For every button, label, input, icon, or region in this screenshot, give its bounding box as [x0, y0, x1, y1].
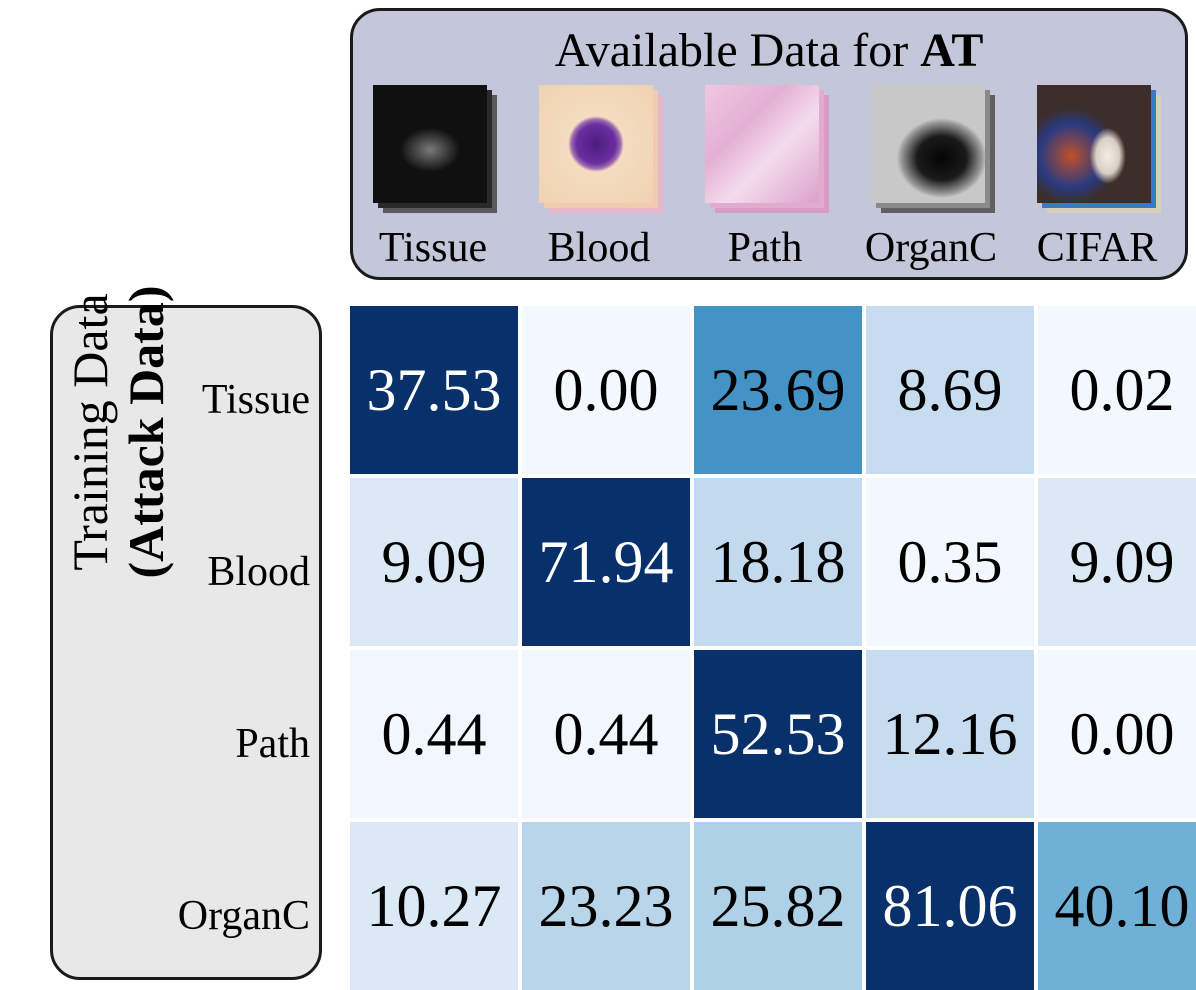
heatmap-cell: 71.94 — [522, 478, 690, 646]
row-tick-label: OrganC — [177, 893, 310, 939]
dataset-label: OrganC — [864, 225, 998, 271]
dataset-organc: OrganC — [851, 83, 1011, 283]
heatmap-cell: 9.09 — [1038, 478, 1196, 646]
cifar-dog-thumbnail — [1037, 85, 1161, 215]
heatmap-cell: 37.53 — [350, 306, 518, 474]
heatmap-cell: 40.10 — [1038, 822, 1196, 990]
pathology-tissue-thumbnail — [705, 85, 829, 215]
y-axis-title-line2: (Attack Data) — [118, 285, 174, 579]
blood-cell-thumbnail — [539, 85, 663, 215]
dataset-blood: Blood — [519, 83, 679, 283]
heatmap-cell: 0.02 — [1038, 306, 1196, 474]
heatmap-cell: 25.82 — [694, 822, 862, 990]
y-axis-title-box — [50, 305, 322, 980]
dataset-path: Path — [685, 83, 845, 283]
row-tick-label: Tissue — [201, 377, 310, 423]
panel-title: Available Data for AT — [353, 23, 1185, 79]
row-tick-label: Blood — [207, 549, 310, 595]
dataset-cifar: CIFAR — [1017, 83, 1177, 283]
heatmap-cell: 52.53 — [694, 650, 862, 818]
row-tick-label: Path — [235, 721, 310, 767]
heatmap-cell: 18.18 — [694, 478, 862, 646]
heatmap-cell: 9.09 — [350, 478, 518, 646]
heatmap-grid: 37.53 0.00 23.69 8.69 0.02 9.09 71.94 18.18 0.35… — [350, 306, 1196, 990]
heatmap-cell: 0.44 — [522, 650, 690, 818]
tissue-microscopy-thumbnail — [373, 85, 497, 215]
available-data-panel: Available Data for AT Tissue Blood Path — [350, 8, 1188, 280]
panel-title-prefix: Available Data for — [554, 24, 921, 77]
heatmap-cell: 0.00 — [522, 306, 690, 474]
dataset-label: CIFAR — [1036, 225, 1158, 271]
organ-ct-thumbnail — [871, 85, 995, 215]
heatmap-cell: 0.35 — [866, 478, 1034, 646]
y-axis-title: Training Data (Attack Data) — [62, 222, 186, 642]
dataset-label: Blood — [547, 225, 651, 271]
heatmap-cell: 23.69 — [694, 306, 862, 474]
dataset-tissue: Tissue — [353, 83, 513, 283]
heatmap-cell: 0.44 — [350, 650, 518, 818]
heatmap-cell: 12.16 — [866, 650, 1034, 818]
heatmap-cell: 10.27 — [350, 822, 518, 990]
heatmap-cell: 8.69 — [866, 306, 1034, 474]
y-axis-title-line1: Training Data — [62, 293, 118, 571]
dataset-label: Tissue — [378, 225, 488, 271]
panel-title-bold: AT — [920, 24, 984, 77]
heatmap-cell: 0.00 — [1038, 650, 1196, 818]
heatmap-cell: 23.23 — [522, 822, 690, 990]
dataset-label: Path — [727, 225, 803, 271]
heatmap-cell: 81.06 — [866, 822, 1034, 990]
